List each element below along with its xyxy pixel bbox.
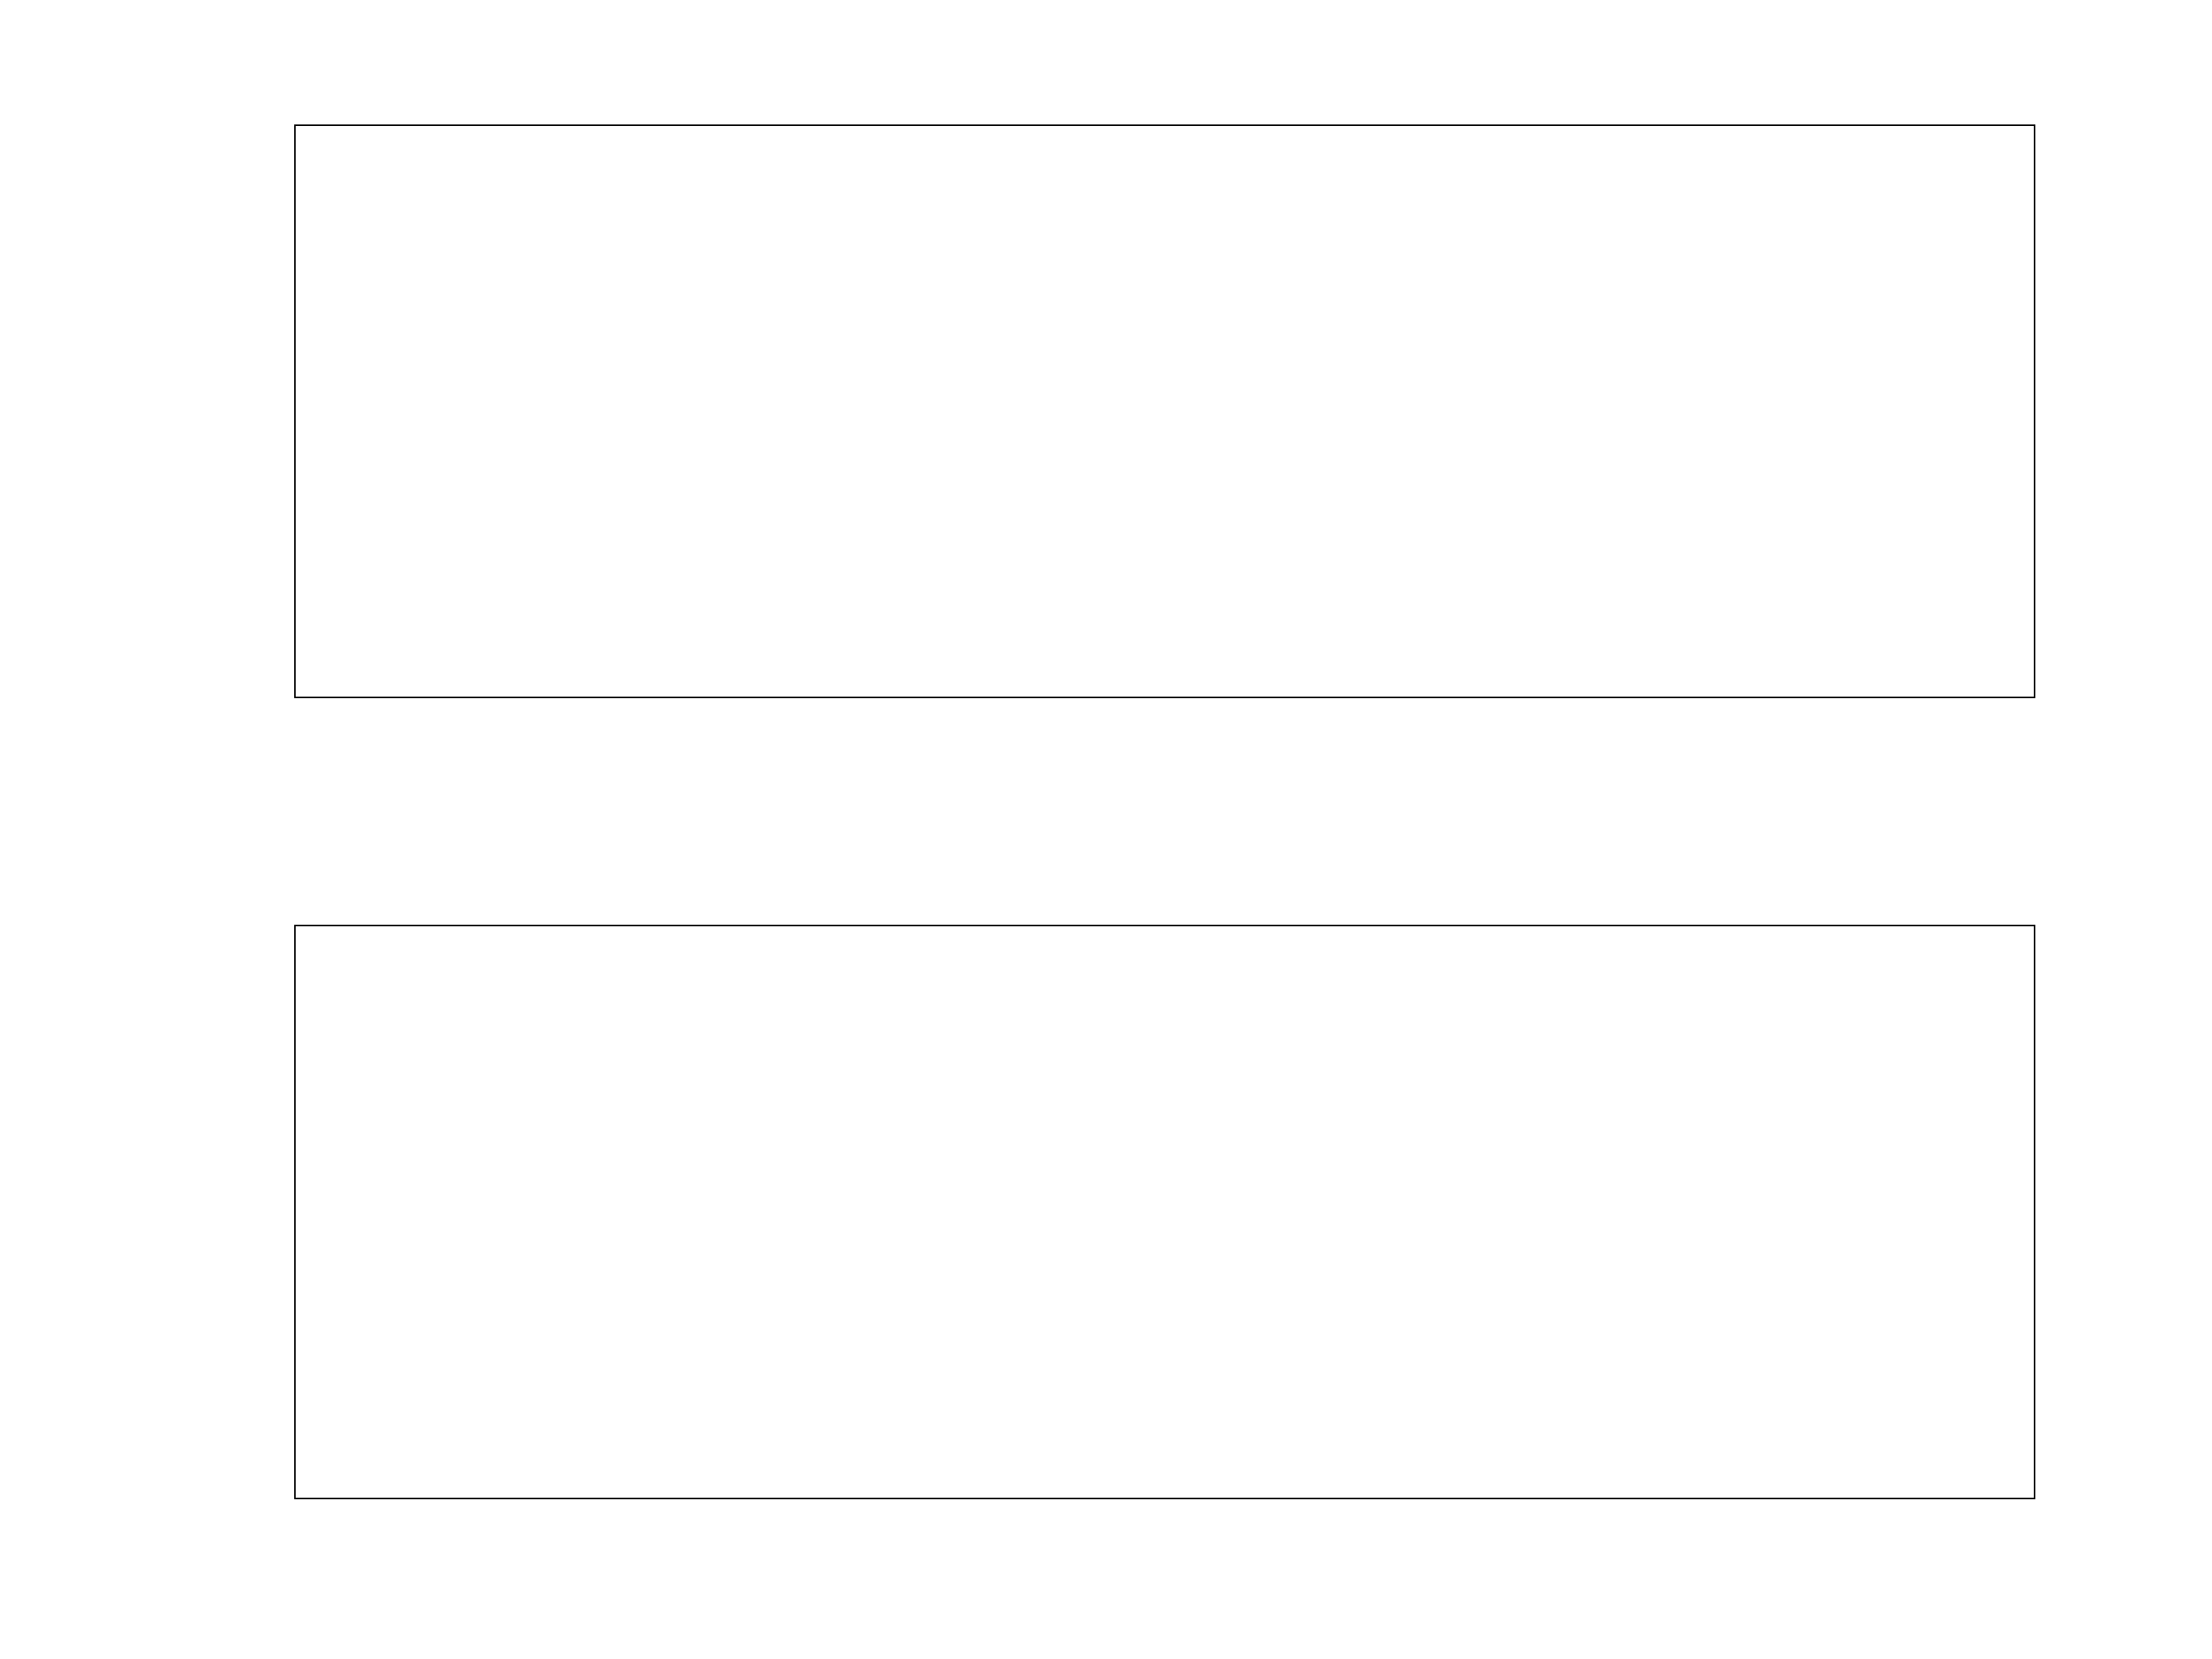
- spectrogram-ylabel: [251, 124, 282, 698]
- activity-ylabel: [224, 925, 252, 1499]
- spectrogram-image: [294, 124, 2035, 698]
- activity-axes-border: [294, 925, 2035, 1499]
- activity-axes: [294, 925, 2035, 1499]
- spectrogram-axes: [294, 124, 2035, 698]
